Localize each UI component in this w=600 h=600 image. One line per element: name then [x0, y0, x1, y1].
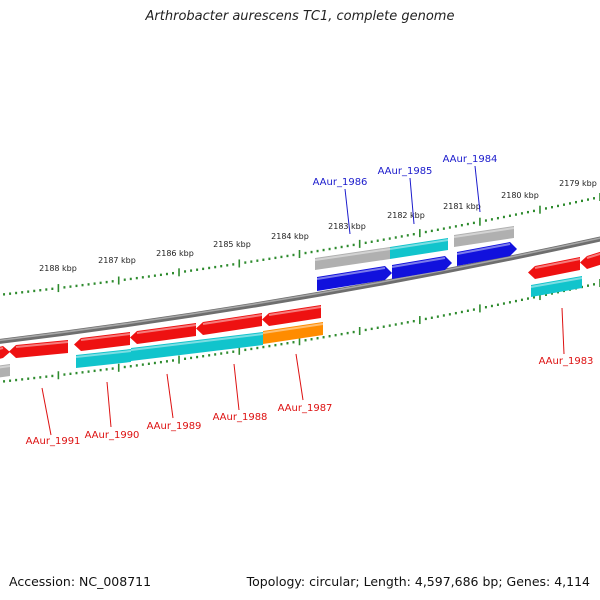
leader-line-aaur-1985: [409, 177, 415, 225]
leader-line-aaur-1989: [166, 373, 174, 419]
gene-feature-red-1983a[interactable]: [528, 257, 580, 279]
gene-feature-red-1991[interactable]: [9, 340, 68, 358]
gene-feature-blue-1986[interactable]: [317, 266, 392, 291]
gene-feature-red-1989[interactable]: [130, 323, 196, 344]
gene-feature-red-1990[interactable]: [74, 332, 130, 351]
leader-line-aaur-1986: [344, 188, 351, 235]
gene-feature-cyan-1990-sheen: [75, 350, 132, 358]
gene-feature-gray-edge-sheen: [0, 365, 11, 369]
gene-feature-blue-1985[interactable]: [392, 256, 452, 279]
gene-label-aaur-1985[interactable]: AAur_1985: [378, 166, 433, 177]
ruler-label-2182: 2182 kbp: [387, 211, 425, 220]
gene-label-aaur-1983[interactable]: AAur_1983: [539, 356, 594, 367]
gene-label-aaur-1991[interactable]: AAur_1991: [26, 436, 81, 447]
gene-feature-red-1990-sheen: [80, 333, 131, 341]
gene-label-aaur-1989[interactable]: AAur_1989: [147, 421, 202, 432]
gene-feature-gray-a[interactable]: [315, 247, 390, 270]
gene-feature-cyan-1985[interactable]: [390, 238, 448, 259]
ruler-label-2181: 2181 kbp: [443, 202, 481, 211]
gene-feature-gray-a-sheen: [314, 248, 391, 261]
gene-feature-gray-b-sheen: [453, 227, 515, 238]
gene-feature-blue-1984[interactable]: [457, 242, 517, 266]
gene-feature-red-1983b[interactable]: [580, 250, 600, 269]
gene-feature-red-1988[interactable]: [196, 313, 262, 335]
gene-feature-cyan-1983[interactable]: [531, 276, 582, 297]
genome-title: Arthrobacter aurescens TC1, complete gen…: [145, 9, 455, 24]
ruler-label-2188: 2188 kbp: [39, 264, 77, 273]
gene-label-aaur-1984[interactable]: AAur_1984: [443, 154, 498, 165]
ruler-label-2184: 2184 kbp: [271, 232, 309, 241]
gene-feature-red-edge-sheen: [0, 347, 4, 350]
gene-feature-blue-1985-sheen: [391, 257, 446, 268]
gene-feature-cyan-1990[interactable]: [76, 349, 131, 368]
ruler-label-2186: 2186 kbp: [156, 249, 194, 258]
leader-line-aaur-1984: [474, 165, 481, 213]
ruler-label-2187: 2187 kbp: [98, 256, 136, 265]
gene-feature-red-1991-sheen: [15, 341, 69, 348]
gene-feature-orange-1987[interactable]: [263, 322, 323, 344]
gene-label-aaur-1987[interactable]: AAur_1987: [278, 403, 333, 414]
genome-summary-text: Topology: circular; Length: 4,597,686 bp…: [246, 574, 590, 589]
gene-label-aaur-1986[interactable]: AAur_1986: [313, 177, 368, 188]
ruler-label-2183: 2183 kbp: [328, 222, 366, 231]
gene-feature-red-edge[interactable]: [0, 346, 10, 360]
ruler-label-2180: 2180 kbp: [501, 191, 539, 200]
gene-feature-cyan-1989-sheen: [130, 333, 264, 351]
leader-line-aaur-1988: [233, 363, 240, 411]
gene-label-aaur-1990[interactable]: AAur_1990: [85, 430, 140, 441]
accession-text: Accession: NC_008711: [9, 574, 152, 589]
ruler-label-2179: 2179 kbp: [559, 179, 597, 188]
gene-feature-red-1988-sheen: [202, 314, 263, 325]
leader-line-aaur-1983: [561, 307, 565, 355]
leader-line-aaur-1991: [41, 387, 52, 436]
leader-line-aaur-1990: [106, 381, 112, 428]
gene-feature-gray-edge[interactable]: [0, 364, 10, 378]
gene-feature-cyan-1983-sheen: [530, 277, 583, 288]
gene-feature-red-1987[interactable]: [262, 305, 321, 326]
ruler-label-2185: 2185 kbp: [213, 240, 251, 249]
gene-feature-blue-1984-sheen: [456, 243, 511, 255]
gene-feature-cyan-1989[interactable]: [131, 332, 263, 361]
gene-feature-red-1989-sheen: [136, 324, 197, 334]
gene-feature-red-1983a-sheen: [534, 258, 581, 269]
leader-line-aaur-1987: [295, 353, 304, 401]
gene-feature-orange-1987-sheen: [262, 323, 324, 334]
genome-backbone-highlight: [0, 237, 600, 342]
gene-label-aaur-1988[interactable]: AAur_1988: [213, 412, 268, 423]
gene-feature-cyan-1985-sheen: [389, 239, 449, 250]
gene-feature-red-1983b-sheen: [586, 252, 600, 259]
gene-feature-blue-1986-sheen: [316, 267, 386, 280]
gene-feature-gray-b[interactable]: [454, 226, 514, 247]
gene-feature-red-1987-sheen: [268, 306, 322, 316]
genome-backbone: [0, 236, 600, 344]
